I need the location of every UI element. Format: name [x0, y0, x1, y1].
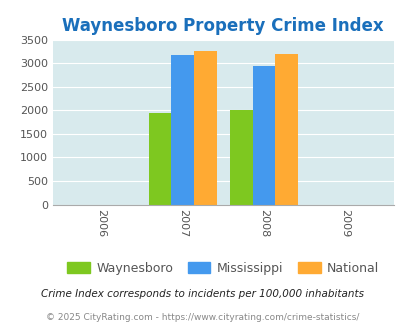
Legend: Waynesboro, Mississippi, National: Waynesboro, Mississippi, National [62, 257, 383, 280]
Bar [148, 113, 171, 205]
Bar [194, 51, 216, 205]
Text: Crime Index corresponds to incidents per 100,000 inhabitants: Crime Index corresponds to incidents per… [41, 289, 364, 299]
Bar [171, 55, 194, 205]
Bar [252, 66, 275, 205]
Title: Waynesboro Property Crime Index: Waynesboro Property Crime Index [62, 17, 383, 35]
Text: © 2025 CityRating.com - https://www.cityrating.com/crime-statistics/: © 2025 CityRating.com - https://www.city… [46, 313, 359, 322]
Bar [229, 110, 252, 205]
Bar [275, 54, 297, 205]
